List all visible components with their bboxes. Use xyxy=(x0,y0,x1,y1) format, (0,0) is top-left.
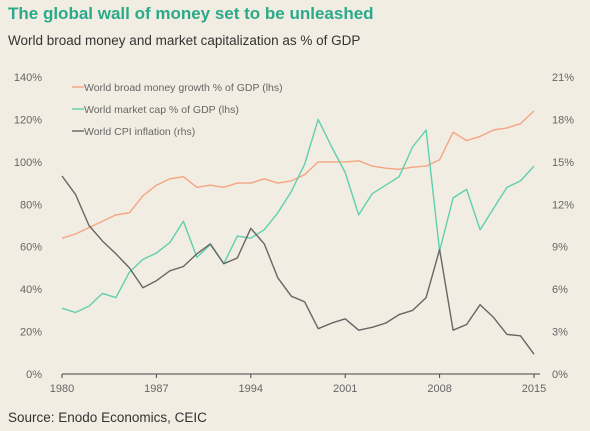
y-left-tick-label: 0% xyxy=(26,369,42,381)
y-left-tick-label: 20% xyxy=(20,327,42,339)
legend-label-3: World CPI inflation (rhs) xyxy=(84,126,195,138)
x-tick-label: 2008 xyxy=(427,383,451,395)
x-tick-label: 1994 xyxy=(239,383,263,395)
y-left-tick-label: 60% xyxy=(20,242,42,254)
series-line-2 xyxy=(61,118,535,314)
x-tick-label: 1987 xyxy=(144,383,168,395)
chart-subtitle: World broad money and market capitalizat… xyxy=(8,33,361,48)
y-left-tick-label: 140% xyxy=(14,72,42,84)
chart-title: The global wall of money set to be unlea… xyxy=(8,4,374,23)
x-tick-label: 2001 xyxy=(333,383,357,395)
y-right-tick-label: 0% xyxy=(552,369,568,381)
y-right-tick-label: 6% xyxy=(552,284,568,296)
y-left-tick-label: 80% xyxy=(20,199,42,211)
x-tick-label: 2015 xyxy=(522,383,546,395)
y-left-tick-label: 40% xyxy=(20,284,42,296)
legend-label-2: World market cap % of GDP (lhs) xyxy=(84,104,239,116)
chart-source: Source: Enodo Economics, CEIC xyxy=(8,410,207,425)
y-right-tick-label: 21% xyxy=(552,72,574,84)
y-left-tick-label: 120% xyxy=(14,114,42,126)
y-right-tick-label: 18% xyxy=(552,114,574,126)
y-right-tick-label: 3% xyxy=(552,327,568,339)
y-left-tick-label: 100% xyxy=(14,157,42,169)
y-right-tick-label: 15% xyxy=(552,157,574,169)
series-line-3 xyxy=(61,175,535,355)
x-tick-label: 1980 xyxy=(50,383,74,395)
y-right-tick-label: 12% xyxy=(552,199,574,211)
legend-label-1: World broad money growth % of GDP (lhs) xyxy=(84,82,283,94)
y-right-tick-label: 9% xyxy=(552,242,568,254)
